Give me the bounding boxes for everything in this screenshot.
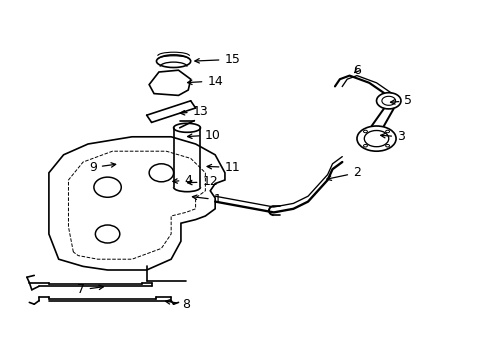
Text: 8: 8 xyxy=(165,298,189,311)
Text: 12: 12 xyxy=(187,175,218,188)
Text: 5: 5 xyxy=(390,94,411,107)
Text: 13: 13 xyxy=(180,105,208,118)
Text: 3: 3 xyxy=(380,130,404,143)
Text: 10: 10 xyxy=(187,129,220,141)
Text: 11: 11 xyxy=(207,161,240,174)
Text: 1: 1 xyxy=(192,193,221,206)
Text: 14: 14 xyxy=(187,75,223,87)
Text: 9: 9 xyxy=(89,161,116,174)
Text: 6: 6 xyxy=(352,64,360,77)
Text: 15: 15 xyxy=(195,53,240,66)
Text: 7: 7 xyxy=(77,283,103,296)
Text: 2: 2 xyxy=(326,166,360,180)
Text: 4: 4 xyxy=(173,174,192,186)
